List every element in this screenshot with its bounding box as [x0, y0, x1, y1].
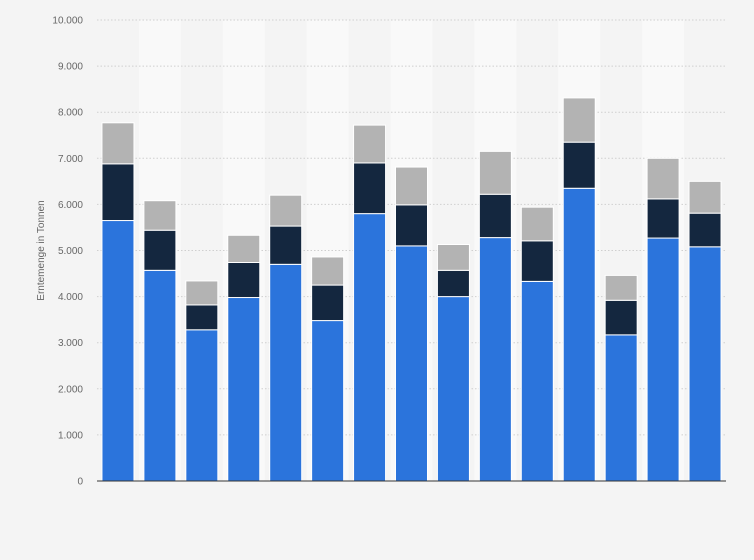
- bar-segment: [353, 213, 387, 482]
- bar-segment: [646, 237, 680, 482]
- bar-segment: [478, 237, 512, 482]
- bar-segment: [311, 256, 345, 286]
- y-tick-label: 5.000: [58, 246, 83, 257]
- bar-segment: [185, 304, 219, 331]
- bar-segment: [311, 320, 345, 482]
- bar-segment: [520, 280, 554, 482]
- y-tick-label: 3.000: [58, 338, 83, 349]
- y-tick-label: 8.000: [58, 108, 83, 119]
- y-tick-label: 9.000: [58, 62, 83, 73]
- bar-segment: [395, 166, 428, 206]
- bar-segment: [395, 204, 428, 247]
- bar-segment: [227, 297, 261, 482]
- bar-segment: [353, 162, 387, 215]
- bar-segment: [646, 157, 680, 200]
- y-tick-label: 2.000: [58, 384, 83, 395]
- bar-segment: [269, 225, 303, 265]
- y-axis-ticks: 0 1.000 2.000 3.000 4.000 5.000 6.000 7.000 8.00…: [52, 16, 83, 488]
- bar-segment: [604, 334, 638, 482]
- bar-segment: [520, 240, 554, 282]
- bar-segment: [688, 212, 722, 248]
- bar-segment: [101, 122, 135, 165]
- y-tick-label: 6.000: [58, 200, 83, 211]
- bar-segment: [101, 220, 135, 482]
- bar-segment: [269, 194, 303, 227]
- bar-segment: [143, 229, 177, 271]
- bar-segment: [646, 198, 680, 239]
- bar-segment: [478, 193, 512, 239]
- bar-segment: [227, 234, 261, 263]
- bar-segment: [101, 163, 135, 222]
- bar-segment: [395, 245, 428, 482]
- bar-segment: [143, 269, 177, 482]
- y-tick-label: 7.000: [58, 154, 83, 165]
- bar-segment: [562, 97, 596, 143]
- bar-segment: [436, 269, 470, 298]
- y-tick-label: 4.000: [58, 292, 83, 303]
- bar-segment: [562, 141, 596, 189]
- bar-segment: [436, 244, 470, 271]
- bars: [101, 97, 722, 482]
- bar-segment: [269, 263, 303, 482]
- y-axis-title: Erntemenge in Tonnen: [36, 200, 47, 300]
- bar-segment: [688, 180, 722, 214]
- bar-segment: [185, 329, 219, 482]
- y-tick-label: 0: [77, 477, 83, 488]
- bar-segment: [604, 274, 638, 301]
- bar-segment: [688, 246, 722, 482]
- bar-segment: [478, 150, 512, 195]
- bar-segment: [562, 187, 596, 482]
- y-tick-label: 10.000: [52, 16, 83, 27]
- bar-segment: [227, 261, 261, 299]
- bar-segment: [436, 296, 470, 482]
- bar-segment: [520, 206, 554, 242]
- bar-segment: [311, 284, 345, 322]
- y-tick-label: 1.000: [58, 430, 83, 441]
- bar-segment: [143, 200, 177, 231]
- bar-segment: [185, 280, 219, 306]
- bar-segment: [353, 124, 387, 164]
- bar-segment: [604, 299, 638, 336]
